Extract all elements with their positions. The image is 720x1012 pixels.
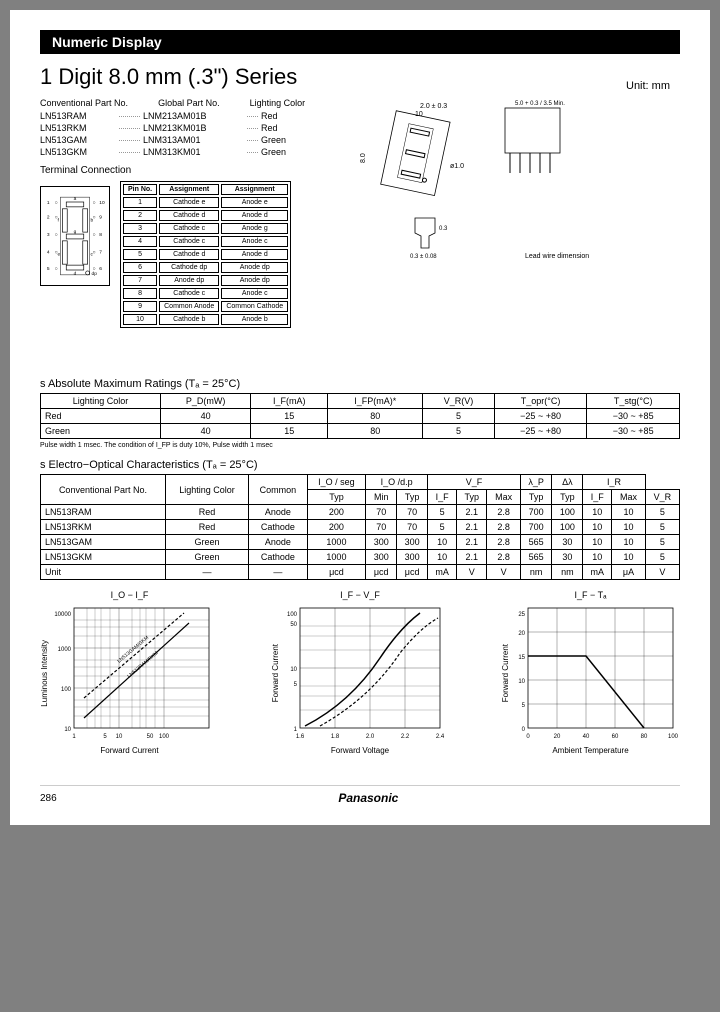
svg-text:20: 20 — [518, 631, 525, 637]
brand-logo: Panasonic — [338, 791, 398, 805]
svg-text:5: 5 — [47, 266, 50, 272]
svg-text:60: 60 — [612, 734, 619, 740]
svg-text:8.0: 8.0 — [360, 153, 367, 163]
unit-label: Unit: mm — [626, 80, 670, 92]
svg-text:1: 1 — [72, 734, 76, 740]
svg-text:○: ○ — [55, 201, 58, 206]
svg-text:5: 5 — [522, 703, 526, 709]
part-row: LN513GKM···········LNM313KM01······Green — [40, 147, 330, 157]
svg-text:10: 10 — [518, 679, 525, 685]
svg-text:○: ○ — [55, 267, 58, 272]
seven-segment-diagram: a b c d e f g dp 1○ 2○ 3○ 4○ 5○ 10○ 9○ 8… — [40, 186, 110, 286]
svg-text:2.0: 2.0 — [365, 734, 374, 740]
svg-text:1: 1 — [293, 727, 297, 733]
svg-text:100: 100 — [61, 687, 72, 693]
svg-text:20: 20 — [554, 734, 561, 740]
svg-text:10: 10 — [415, 111, 423, 118]
part-row: LN513GAM···········LNM313AM01······Green — [40, 135, 330, 145]
svg-text:○: ○ — [92, 250, 95, 255]
chart-io-if: I_O − I_F Luminous Intensity — [40, 590, 219, 755]
svg-text:e: e — [58, 252, 61, 257]
abs-max-table: Lighting ColorP_D(mW)I_F(mA)I_FP(mA)*V_R… — [40, 393, 680, 439]
col-header: Conventional Part No. — [40, 98, 128, 108]
parts-list: Conventional Part No. Global Part No. Li… — [40, 98, 330, 157]
svg-text:10: 10 — [290, 667, 297, 673]
svg-text:80: 80 — [641, 734, 648, 740]
svg-text:○: ○ — [92, 216, 95, 221]
svg-text:50: 50 — [290, 622, 297, 628]
svg-text:1.8: 1.8 — [330, 734, 339, 740]
eo-title: s Electro−Optical Characteristics (Tₐ = … — [40, 459, 680, 471]
page-title: 1 Digit 8.0 mm (.3") Series — [40, 64, 680, 90]
top-section: Conventional Part No. Global Part No. Li… — [40, 98, 680, 328]
svg-text:1: 1 — [47, 200, 50, 206]
chart-if-vf: I_F − V_F Forward Current — [271, 590, 450, 755]
svg-text:1000: 1000 — [58, 647, 72, 653]
abs-max-title: s Absolute Maximum Ratings (Tₐ = 25°C) — [40, 378, 680, 390]
svg-text:○: ○ — [55, 250, 58, 255]
svg-text:3: 3 — [47, 232, 50, 238]
svg-text:○: ○ — [55, 216, 58, 221]
svg-text:0: 0 — [526, 734, 530, 740]
page-number: 286 — [40, 793, 57, 804]
svg-text:ø1.0: ø1.0 — [450, 163, 464, 170]
svg-text:4: 4 — [47, 249, 50, 255]
abs-note: Pulse width 1 msec. The condition of I_F… — [40, 442, 680, 449]
svg-text:Lead wire dimension: Lead wire dimension — [525, 253, 589, 260]
svg-text:g: g — [74, 230, 77, 235]
mechanical-drawing: 2.0 ± 0.3 10 8.0 ø1.0 5.0 + 0.3 / 3.5 Mi… — [345, 98, 605, 328]
chart-if-ta: I_F − Tₐ Forward Current — [501, 590, 680, 755]
svg-text:a: a — [74, 197, 77, 202]
svg-text:0: 0 — [522, 727, 526, 733]
col-header: Lighting Color — [250, 98, 306, 108]
svg-text:9: 9 — [99, 215, 102, 221]
svg-text:100: 100 — [159, 734, 170, 740]
page-header: Numeric Display — [40, 30, 680, 54]
svg-text:0.3 ± 0.08: 0.3 ± 0.08 — [410, 254, 437, 260]
svg-text:5: 5 — [103, 734, 107, 740]
col-header: Global Part No. — [158, 98, 220, 108]
svg-text:7: 7 — [99, 249, 102, 255]
svg-text:100: 100 — [286, 612, 297, 618]
charts-section: I_O − I_F Luminous Intensity — [40, 590, 680, 755]
svg-text:0.3: 0.3 — [439, 226, 448, 232]
svg-text:10: 10 — [64, 727, 71, 733]
svg-text:d: d — [74, 271, 77, 277]
svg-text:f: f — [58, 217, 60, 223]
svg-text:10000: 10000 — [54, 612, 71, 618]
svg-text:○: ○ — [92, 201, 95, 206]
svg-text:25: 25 — [518, 612, 525, 618]
svg-text:6: 6 — [99, 266, 102, 272]
terminal-label: Terminal Connection — [40, 165, 330, 176]
svg-text:10: 10 — [99, 200, 105, 206]
svg-text:40: 40 — [583, 734, 590, 740]
svg-text:1.6: 1.6 — [295, 734, 304, 740]
svg-text:10: 10 — [116, 734, 123, 740]
svg-text:100: 100 — [668, 734, 679, 740]
svg-text:2: 2 — [47, 215, 50, 221]
svg-text:○: ○ — [92, 267, 95, 272]
svg-text:2.4: 2.4 — [435, 734, 444, 740]
page-footer: 286 Panasonic — [40, 785, 680, 805]
eo-characteristics-table: Conventional Part No.Lighting ColorCommo… — [40, 474, 680, 580]
part-row: LN513RKM···········LNM213KM01B······Red — [40, 123, 330, 133]
svg-text:2.2: 2.2 — [400, 734, 409, 740]
svg-text:○: ○ — [55, 233, 58, 238]
pin-assignment-table: Pin No.AssignmentAssignment 1Cathode eAn… — [120, 181, 291, 328]
svg-text:8: 8 — [99, 232, 102, 238]
svg-text:15: 15 — [518, 655, 525, 661]
svg-text:50: 50 — [147, 734, 154, 740]
svg-text:○: ○ — [92, 233, 95, 238]
svg-text:5.0 + 0.3 / 3.5 Min.: 5.0 + 0.3 / 3.5 Min. — [515, 101, 565, 107]
part-row: LN513RAM···········LNM213AM01B······Red — [40, 111, 330, 121]
datasheet-page: Numeric Display 1 Digit 8.0 mm (.3") Ser… — [10, 10, 710, 825]
svg-text:5: 5 — [293, 682, 297, 688]
svg-text:2.0 ± 0.3: 2.0 ± 0.3 — [420, 103, 447, 110]
